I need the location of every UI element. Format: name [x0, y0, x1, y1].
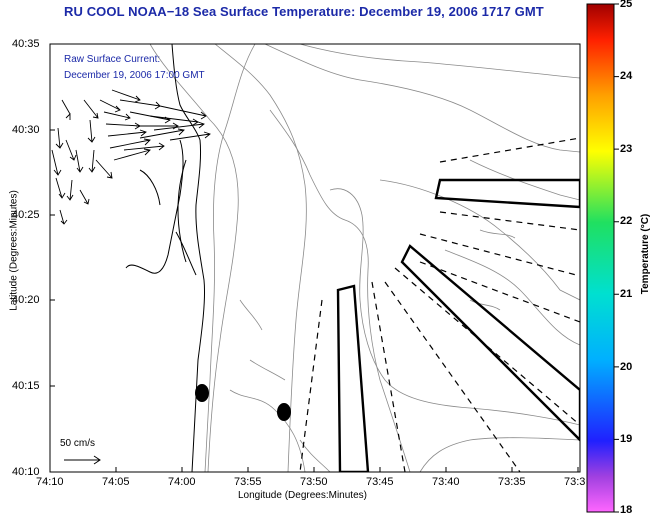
x-tick-label: 74:05: [102, 476, 130, 488]
x-tick-label: 74:10: [36, 476, 64, 488]
radar-beam-lines: [299, 137, 580, 472]
colorbar-tick-label: 23: [620, 143, 633, 155]
x-tick-label: 74:00: [168, 476, 196, 488]
scale-label: 50 cm/s: [60, 438, 96, 449]
x-tick-label: 73:55: [234, 476, 262, 488]
bathymetry-contours: [149, 44, 580, 472]
current-annotation-line1: Raw Surface Current:: [64, 54, 161, 65]
station-marker-2: [277, 403, 291, 421]
colorbar-tick-label: 22: [620, 215, 633, 227]
colorbar-ticks: [614, 3, 619, 513]
x-tick-label: 73:40: [432, 476, 460, 488]
coastline: [125, 44, 206, 472]
colorbar-tick-label: 19: [620, 433, 633, 445]
current-vectors: [51, 89, 211, 225]
colorbar: [586, 3, 615, 513]
current-annotation-line2: December 19, 2006 17:00 GMT: [64, 70, 205, 81]
plot-frame: [49, 43, 581, 473]
map-title: RU COOL NOAA−18 Sea Surface Temperature:…: [64, 4, 544, 19]
y-tick-label: 40:10: [12, 466, 40, 478]
x-tick-label: 73:35: [498, 476, 526, 488]
x-axis-label: Longitude (Degrees:Minutes): [238, 490, 367, 501]
radar-sector-outlines: [336, 178, 580, 472]
colorbar-tick-label: 21: [620, 288, 633, 300]
colorbar-tick-label: 18: [620, 504, 633, 516]
colorbar-tick-label: 20: [620, 361, 633, 373]
x-tick-label: 73:50: [300, 476, 328, 488]
y-tick-label: 40:20: [12, 294, 40, 306]
y-tick-label: 40:25: [12, 209, 40, 221]
scale-arrow: [64, 455, 101, 465]
colorbar-label: Temperature (°C): [640, 213, 651, 295]
station-marker-1: [195, 384, 209, 402]
axis-ticks: [49, 43, 579, 473]
y-tick-label: 40:30: [12, 124, 40, 136]
x-tick-label: 73:3: [564, 476, 586, 488]
colorbar-tick-label: 24: [620, 70, 633, 82]
colorbar-tick-label: 25: [620, 0, 633, 10]
y-axis-label: Latitude (Degrees:Minutes): [8, 190, 20, 311]
x-tick-label: 73:45: [366, 476, 394, 488]
y-tick-label: 40:15: [12, 380, 40, 392]
y-tick-label: 40:35: [12, 38, 40, 50]
land-region: [50, 44, 205, 472]
